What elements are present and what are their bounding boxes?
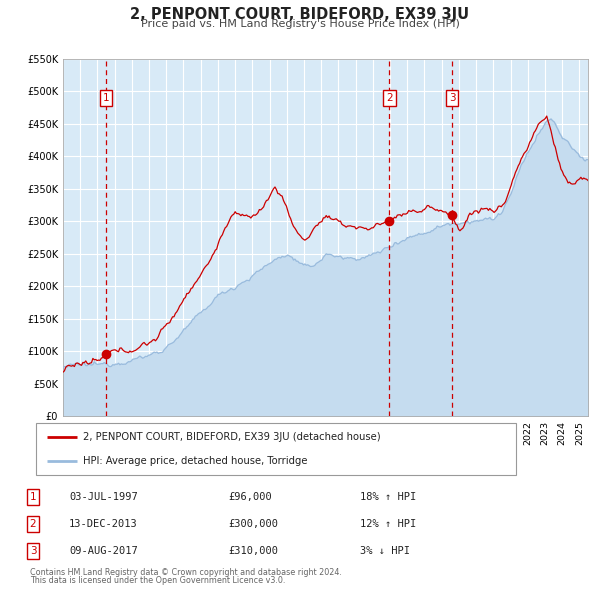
Text: 1: 1 (103, 93, 109, 103)
Text: This data is licensed under the Open Government Licence v3.0.: This data is licensed under the Open Gov… (30, 576, 286, 585)
FancyBboxPatch shape (36, 423, 516, 475)
Text: 1: 1 (29, 492, 37, 502)
Text: 2, PENPONT COURT, BIDEFORD, EX39 3JU (detached house): 2, PENPONT COURT, BIDEFORD, EX39 3JU (de… (83, 432, 380, 442)
Text: Contains HM Land Registry data © Crown copyright and database right 2024.: Contains HM Land Registry data © Crown c… (30, 568, 342, 577)
Text: 2: 2 (386, 93, 392, 103)
Text: 3% ↓ HPI: 3% ↓ HPI (360, 546, 410, 556)
Text: £96,000: £96,000 (228, 492, 272, 502)
Text: 13-DEC-2013: 13-DEC-2013 (69, 519, 138, 529)
Text: 2, PENPONT COURT, BIDEFORD, EX39 3JU: 2, PENPONT COURT, BIDEFORD, EX39 3JU (130, 7, 470, 22)
Text: 03-JUL-1997: 03-JUL-1997 (69, 492, 138, 502)
Text: 3: 3 (29, 546, 37, 556)
Text: Price paid vs. HM Land Registry's House Price Index (HPI): Price paid vs. HM Land Registry's House … (140, 19, 460, 29)
Text: 12% ↑ HPI: 12% ↑ HPI (360, 519, 416, 529)
Text: 3: 3 (449, 93, 455, 103)
Text: 18% ↑ HPI: 18% ↑ HPI (360, 492, 416, 502)
Text: 09-AUG-2017: 09-AUG-2017 (69, 546, 138, 556)
Text: £300,000: £300,000 (228, 519, 278, 529)
Text: HPI: Average price, detached house, Torridge: HPI: Average price, detached house, Torr… (83, 456, 308, 466)
Text: 2: 2 (29, 519, 37, 529)
Text: £310,000: £310,000 (228, 546, 278, 556)
